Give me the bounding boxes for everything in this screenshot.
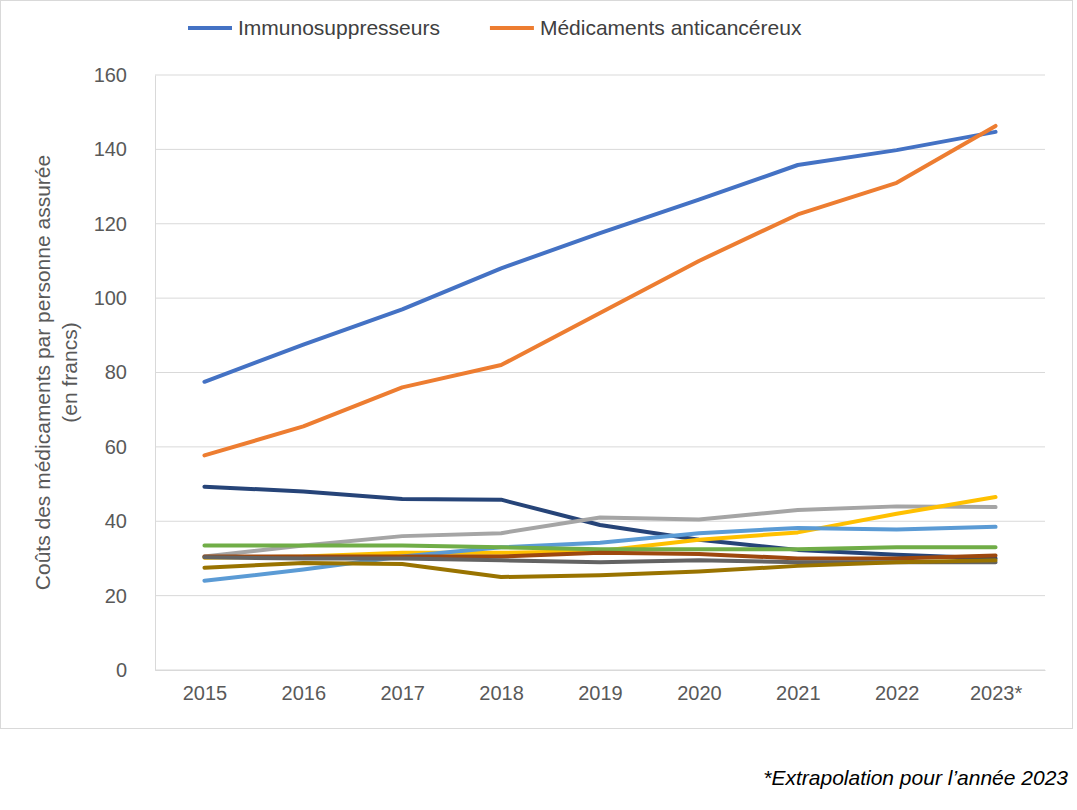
y-tick: 80 [105, 361, 155, 383]
y-axis-title: Coûts des médicaments par personne assur… [31, 155, 81, 590]
y-axis-title-line: Coûts des médicaments par personne assur… [31, 155, 54, 590]
grid-line [155, 298, 1045, 299]
x-tick-label: 2021 [776, 682, 821, 704]
y-tick: 140 [94, 138, 155, 160]
y-tick-label: 140 [94, 138, 127, 160]
grid-line [155, 521, 1045, 522]
legend-label: Immunosuppresseurs [238, 16, 440, 39]
series-line [204, 506, 995, 556]
legend-item: Immunosuppresseurs [188, 16, 440, 39]
series-line [204, 527, 995, 581]
series-line [204, 487, 995, 559]
y-tick: 40 [105, 510, 155, 532]
y-tick-label: 80 [105, 361, 127, 383]
x-tick: 2016 [282, 670, 327, 704]
plot-area [204, 126, 995, 581]
x-tick: 2020 [677, 670, 722, 704]
y-tick-label: 120 [94, 213, 127, 235]
legend-swatch [188, 26, 232, 30]
x-tick-label: 2015 [183, 682, 228, 704]
series-line [204, 545, 995, 549]
y-tick-label: 100 [94, 287, 127, 309]
x-tick-label: 2022 [875, 682, 920, 704]
y-tick: 160 [94, 64, 155, 86]
x-axis-line [156, 670, 1046, 671]
x-tick: 2015 [183, 670, 228, 704]
x-tick-label: 2020 [677, 682, 722, 704]
x-tick: 2021 [776, 670, 821, 704]
series-line [204, 560, 995, 577]
y-tick-label: 40 [105, 510, 127, 532]
x-tick: 2018 [479, 670, 523, 704]
x-tick-label: 2017 [380, 682, 425, 704]
grid-line [155, 75, 1045, 76]
grid-line [155, 595, 1045, 596]
annotation: *Extrapolation pour l’année 2023 [763, 766, 1068, 789]
y-axis-line [155, 76, 156, 671]
chart: 0204060801001201401602015201620172018201… [0, 0, 1077, 810]
legend: Immunosuppresseurs Médicaments anticancér… [188, 16, 802, 39]
y-axis: 0 20 40 60 80 100 120 140 160 [94, 64, 156, 681]
grid-line [155, 446, 1045, 447]
y-tick: 100 [94, 287, 155, 309]
x-tick-label: 2016 [282, 682, 327, 704]
y-tick-label: 160 [94, 64, 127, 86]
grid-line [155, 670, 1045, 671]
x-tick: 2019 [578, 670, 623, 704]
y-tick: 0 [116, 659, 155, 681]
x-tick-label: 2023* [970, 682, 1022, 704]
grid-line [155, 223, 1045, 224]
x-tick-label: 2018 [479, 682, 523, 704]
chart-frame [1, 1, 1073, 729]
y-tick: 20 [105, 585, 155, 607]
grid-line [155, 372, 1045, 373]
x-tick-label: 2019 [578, 682, 623, 704]
legend-item: Médicaments anticancéreux [490, 16, 802, 39]
y-tick: 120 [94, 213, 155, 235]
x-tick: 2022 [875, 670, 920, 704]
y-tick-label: 60 [105, 436, 127, 458]
legend-swatch [490, 26, 534, 30]
x-tick: 2017 [380, 670, 425, 704]
y-tick-label: 20 [105, 585, 127, 607]
legend-label: Médicaments anticancéreux [540, 16, 802, 39]
grid [155, 75, 1045, 670]
series-line [204, 126, 995, 455]
series-line [204, 132, 995, 382]
y-tick: 60 [105, 436, 155, 458]
x-tick: 2023* [970, 670, 1022, 704]
x-axis: 2015 2016 2017 2018 2019 2020 2021 2022 2023* [156, 670, 1046, 704]
y-tick-label: 0 [116, 659, 127, 681]
y-axis-title-line: (en francs) [58, 322, 81, 422]
